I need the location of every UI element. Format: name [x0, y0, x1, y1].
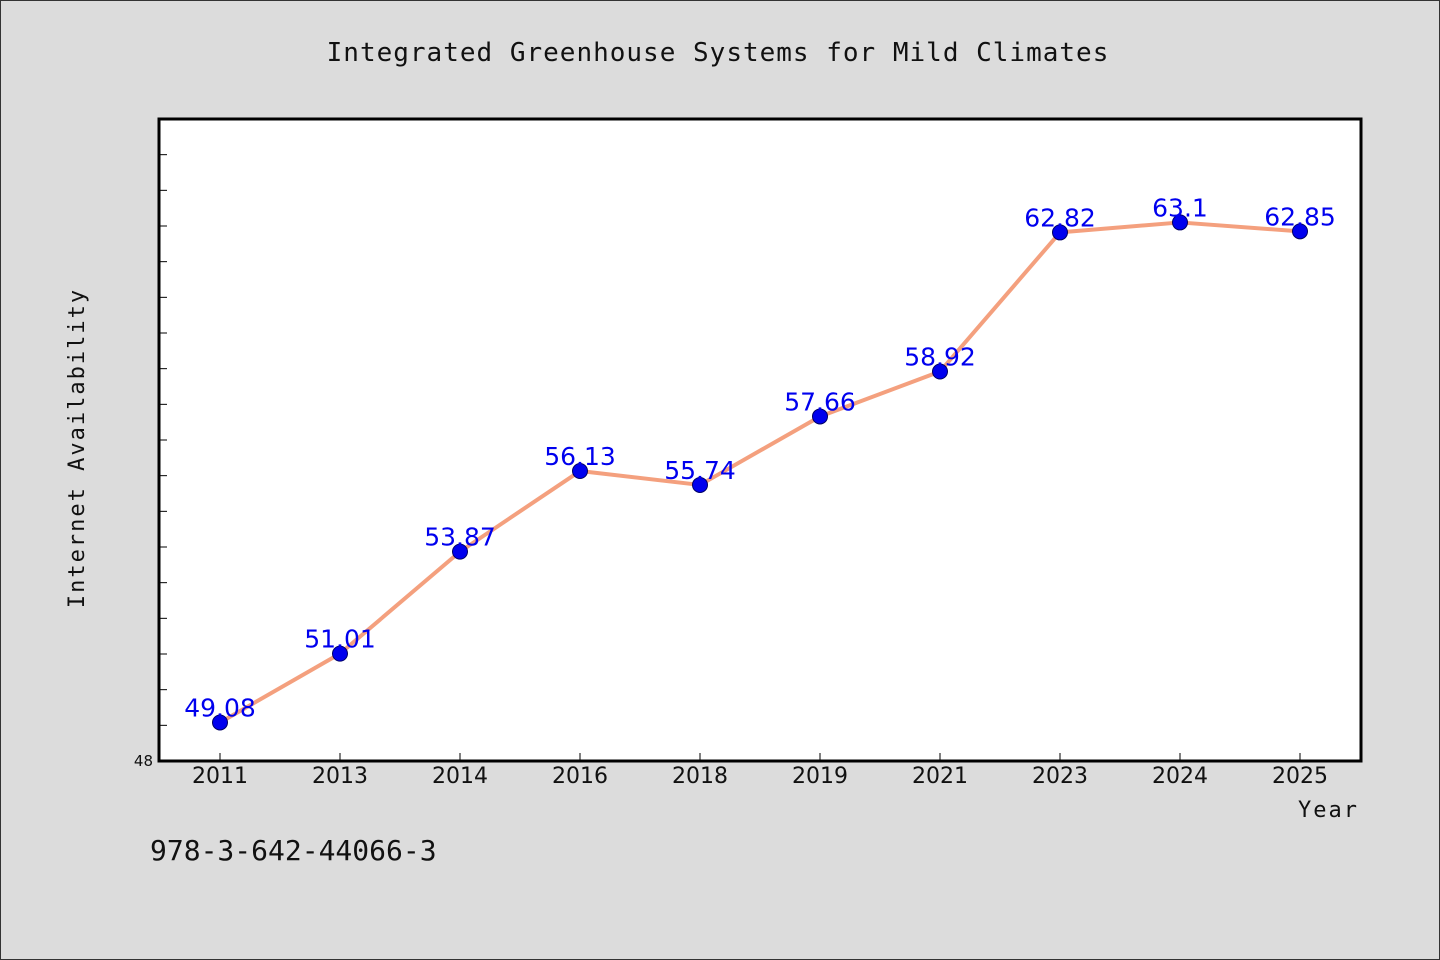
x-tick-label: 2011 [192, 764, 248, 789]
x-tick-label: 2019 [792, 764, 848, 789]
data-label: 62.85 [1264, 202, 1336, 231]
y-axis-label: Internet Availability [65, 288, 90, 608]
data-point [932, 363, 948, 380]
data-point [1172, 214, 1188, 231]
data-point [572, 463, 588, 480]
x-tick-label: 2016 [552, 764, 608, 789]
x-tick-label: 2018 [672, 764, 728, 789]
data-point [212, 714, 228, 731]
data-label: 53.87 [424, 523, 496, 552]
data-point [452, 543, 468, 560]
series-markers [212, 214, 1308, 731]
data-label: 55.74 [664, 456, 736, 485]
y-tick-label: 48 [134, 752, 153, 770]
x-tick-label: 2014 [432, 764, 488, 789]
data-label: 63.1 [1152, 193, 1208, 222]
data-label: 58.92 [904, 343, 976, 372]
data-point [812, 408, 828, 425]
x-tick-label: 2023 [1032, 764, 1088, 789]
data-label: 57.66 [784, 387, 856, 416]
series-line [219, 220, 1301, 725]
data-label: 51.01 [304, 625, 376, 654]
data-point [692, 476, 708, 493]
x-tick-label: 2013 [312, 764, 368, 789]
x-tick-label: 2024 [1152, 764, 1208, 789]
data-point [1292, 223, 1308, 240]
data-label: 49.08 [184, 693, 256, 722]
x-tick-label: 2021 [912, 764, 968, 789]
y-axis-ticks: 48 [134, 154, 167, 770]
data-point [332, 645, 348, 662]
x-tick-label: 2025 [1272, 764, 1328, 789]
data-labels: 49.08 51.01 53.87 56.13 55.74 57.66 58.92 62.82… [184, 193, 1336, 722]
x-axis-ticks: 2011 2013 2014 2016 2018 2019 2021 2023 2024 2025 [192, 753, 1328, 789]
chart-title: Integrated Greenhouse Systems for Mild C… [327, 38, 1110, 68]
data-label: 56.13 [544, 442, 616, 471]
footer-code: 978-3-642-44066-3 [150, 834, 437, 867]
data-point [1052, 224, 1068, 241]
x-axis-label: Year [1298, 798, 1359, 823]
data-label: 62.82 [1024, 203, 1096, 232]
